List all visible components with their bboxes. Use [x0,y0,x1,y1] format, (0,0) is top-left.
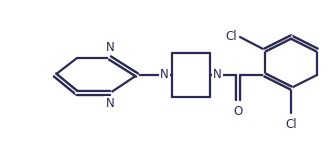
Text: N: N [160,69,169,82]
Text: N: N [106,97,114,110]
Text: N: N [213,69,222,82]
Text: N: N [106,41,114,54]
Text: Cl: Cl [225,31,237,43]
Text: Cl: Cl [285,118,297,131]
Text: O: O [233,105,242,118]
